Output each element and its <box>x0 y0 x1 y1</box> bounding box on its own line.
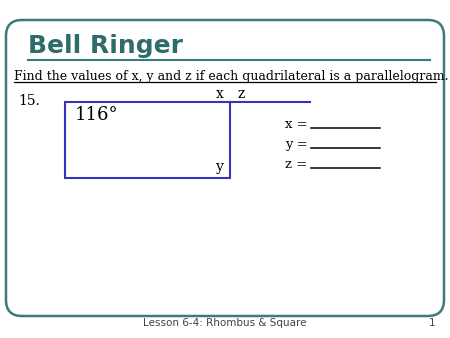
Text: 1: 1 <box>428 318 435 328</box>
Text: z: z <box>238 87 245 101</box>
Text: x: x <box>216 87 224 101</box>
Text: 15.: 15. <box>18 94 40 108</box>
FancyBboxPatch shape <box>6 20 444 316</box>
Bar <box>65 102 230 178</box>
Text: x =: x = <box>285 118 312 131</box>
Text: y =: y = <box>285 138 312 151</box>
Text: Find the values of x, y and z if each quadrilateral is a parallelogram.: Find the values of x, y and z if each qu… <box>14 70 449 83</box>
Text: y: y <box>216 160 224 174</box>
Text: Bell Ringer: Bell Ringer <box>28 34 183 58</box>
Text: Lesson 6-4: Rhombus & Square: Lesson 6-4: Rhombus & Square <box>143 318 307 328</box>
Text: 116°: 116° <box>75 106 119 124</box>
Text: z =: z = <box>285 158 311 171</box>
